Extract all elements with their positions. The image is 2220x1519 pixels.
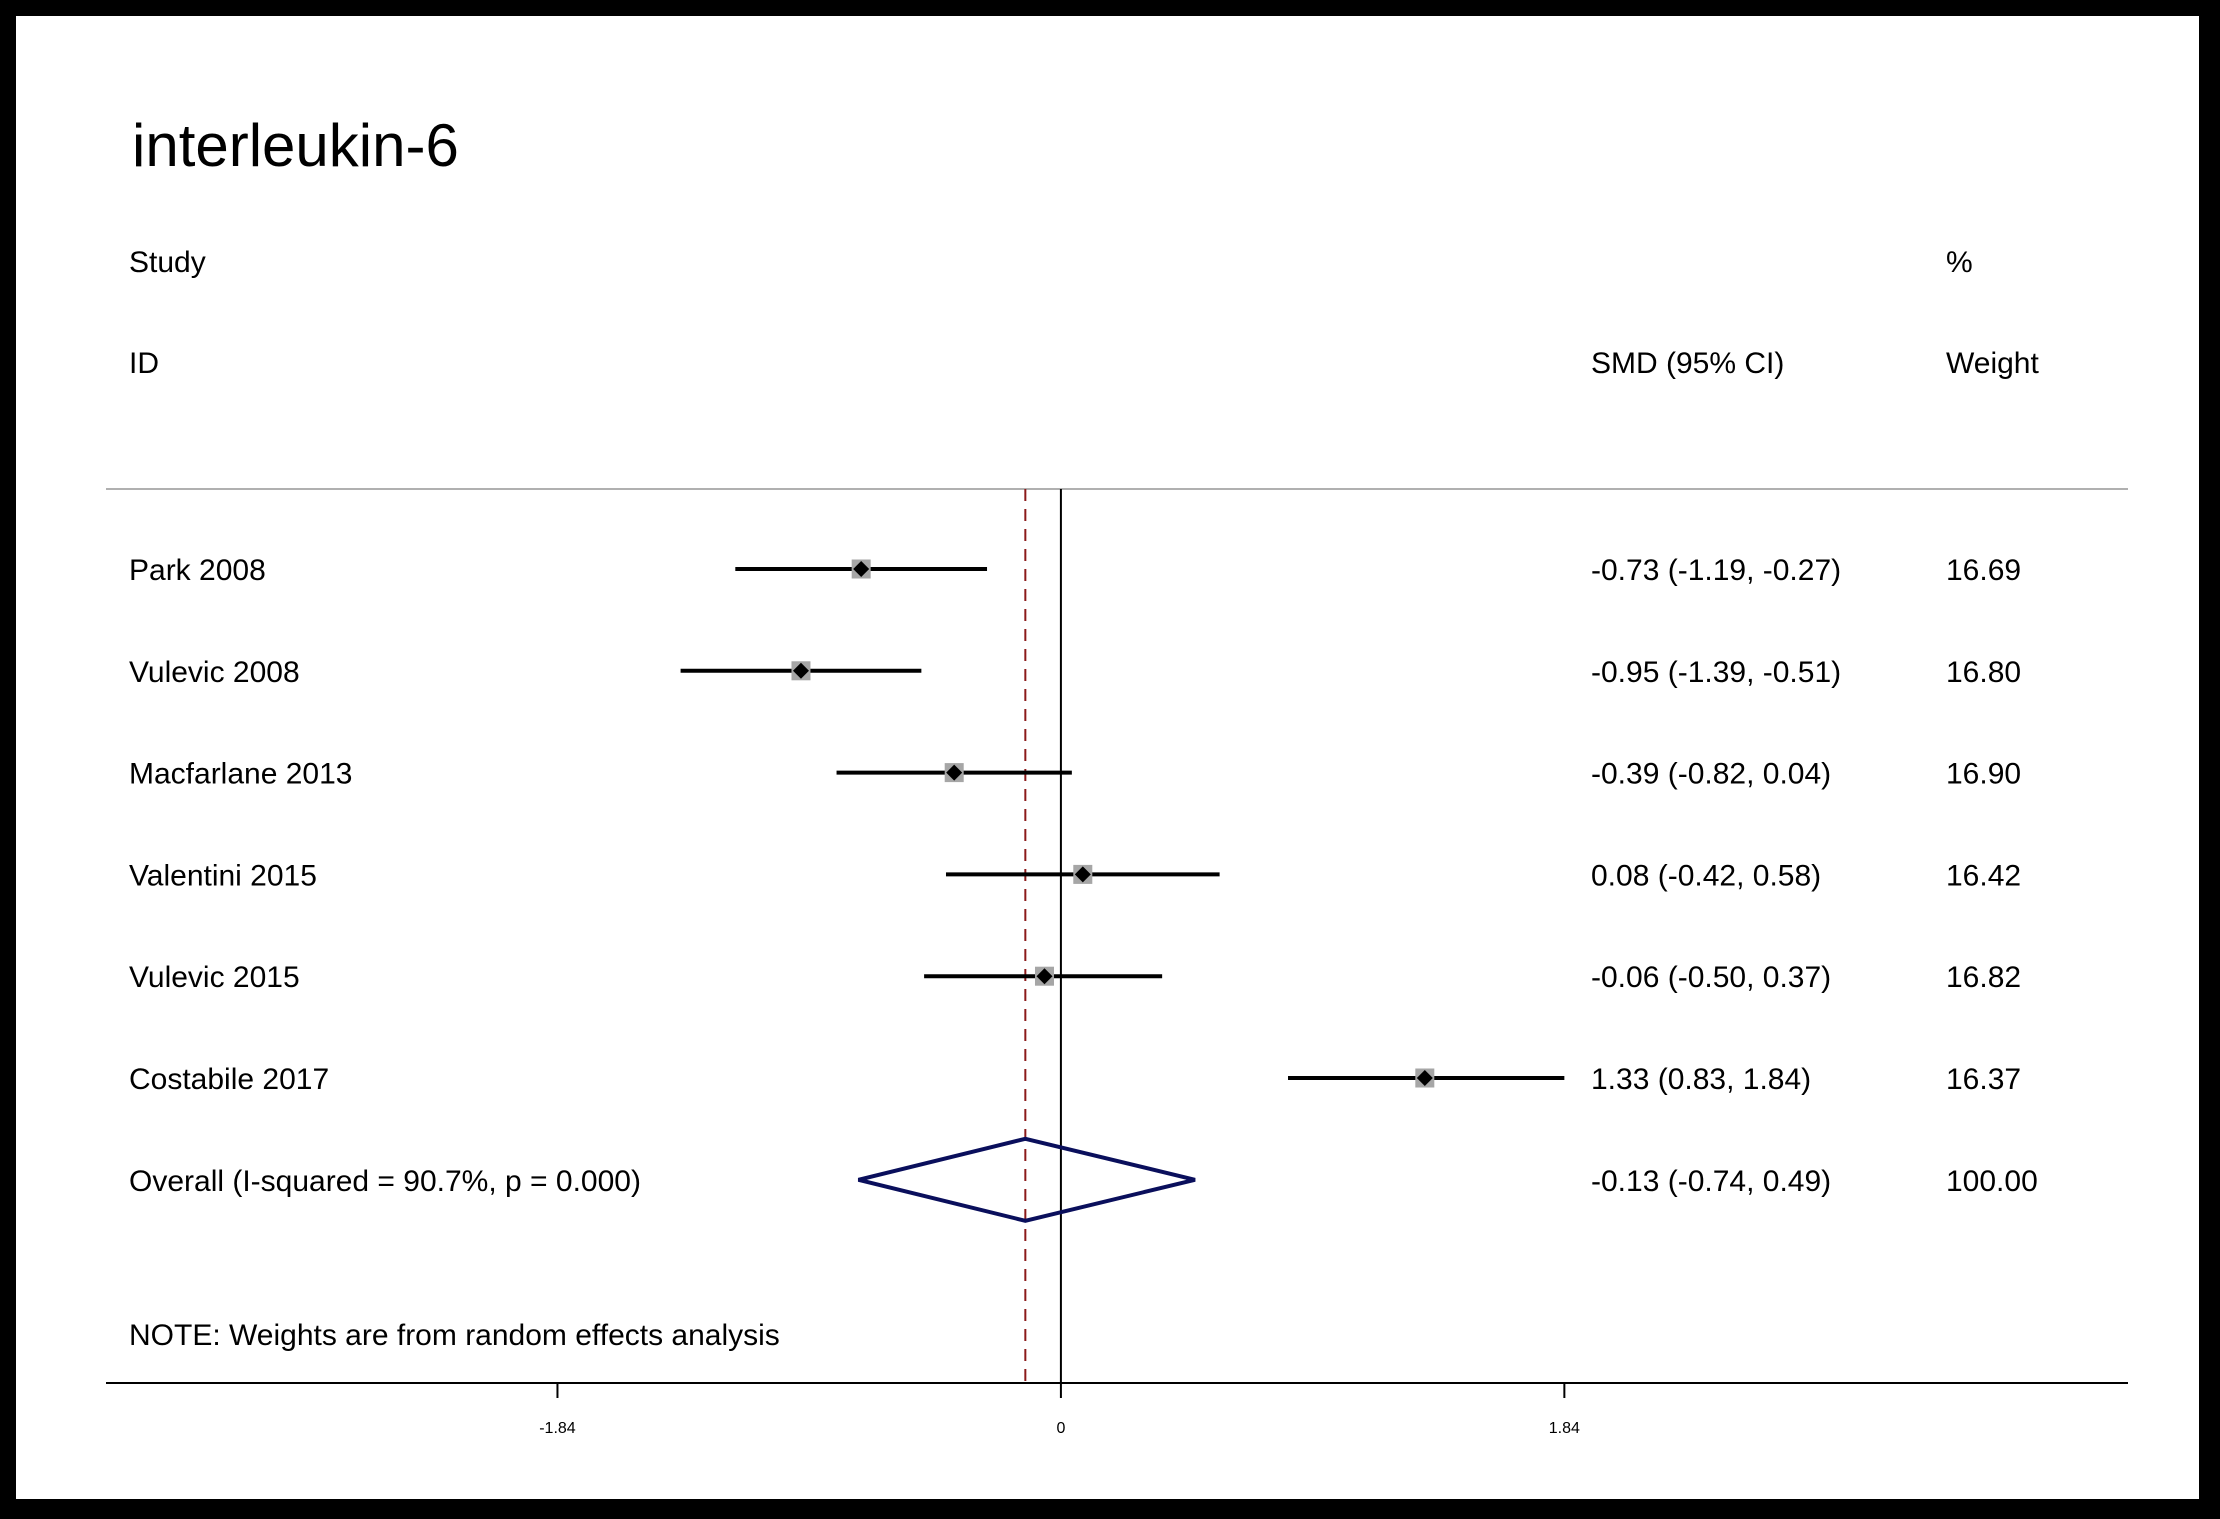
weight-text: 16.69 (1946, 554, 2021, 587)
ci-text: 0.08 (-0.42, 0.58) (1591, 859, 1821, 892)
point-estimate (946, 764, 963, 781)
study-row: Vulevic 2015 -0.06 (-0.50, 0.37) 16.82 (129, 961, 2021, 994)
study-label: Valentini 2015 (129, 859, 317, 892)
weight-text: 16.37 (1946, 1063, 2021, 1096)
header-study: Study (129, 246, 206, 279)
study-row: Costabile 2017 1.33 (0.83, 1.84) 16.37 (129, 1063, 2021, 1096)
study-label: Vulevic 2008 (129, 656, 300, 689)
study-row: Vulevic 2008 -0.95 (-1.39, -0.51) 16.80 (129, 656, 2021, 689)
weight-text: 16.82 (1946, 961, 2021, 994)
weight-text: 16.90 (1946, 758, 2021, 791)
header-weight: Weight (1946, 347, 2039, 380)
x-tick-label: -1.84 (539, 1420, 576, 1437)
point-estimate (1074, 866, 1091, 883)
overall-weight-text: 100.00 (1946, 1165, 2038, 1198)
point-estimate (853, 561, 870, 577)
ci-text: 1.33 (0.83, 1.84) (1591, 1063, 1811, 1096)
overall-ci-text: -0.13 (-0.74, 0.49) (1591, 1165, 1831, 1198)
ci-text: -0.73 (-1.19, -0.27) (1591, 554, 1841, 587)
overall-label: Overall (I-squared = 90.7%, p = 0.000) (129, 1165, 641, 1198)
footnote: NOTE: Weights are from random effects an… (129, 1319, 780, 1352)
forest-plot-panel: interleukin-6 Study ID SMD (95% CI) % We… (16, 16, 2199, 1499)
weight-text: 16.80 (1946, 656, 2021, 689)
plot-marks: Park 2008 -0.73 (-1.19, -0.27) 16.69 Vulevi… (129, 489, 2038, 1383)
ci-text: -0.95 (-1.39, -0.51) (1591, 656, 1841, 689)
ci-text: -0.39 (-0.82, 0.04) (1591, 758, 1831, 791)
overall-row: Overall (I-squared = 90.7%, p = 0.000) -0… (129, 1136, 2038, 1223)
weight-text: 16.42 (1946, 859, 2021, 892)
study-row: Valentini 2015 0.08 (-0.42, 0.58) 16.42 (129, 859, 2021, 892)
point-estimate (1416, 1070, 1433, 1086)
header-id: ID (129, 347, 159, 380)
x-tick-label: 1.84 (1549, 1420, 1580, 1437)
x-tick-label: 0 (1056, 1420, 1065, 1437)
study-row: Park 2008 -0.73 (-1.19, -0.27) 16.69 (129, 554, 2021, 587)
point-estimate (792, 662, 809, 679)
study-label: Macfarlane 2013 (129, 758, 352, 791)
chart-title: interleukin-6 (132, 112, 459, 179)
study-label: Vulevic 2015 (129, 961, 300, 994)
study-label: Costabile 2017 (129, 1063, 329, 1096)
overall-diamond (857, 1136, 1196, 1223)
header-weight-pct: % (1946, 246, 1973, 279)
x-axis-ticks: -1.84 0 1.84 (539, 1383, 1580, 1437)
ci-text: -0.06 (-0.50, 0.37) (1591, 961, 1831, 994)
header-smd: SMD (95% CI) (1591, 347, 1784, 380)
study-row: Macfarlane 2013 -0.39 (-0.82, 0.04) 16.90 (129, 758, 2021, 791)
study-label: Park 2008 (129, 554, 266, 587)
point-estimate (1036, 968, 1053, 985)
forest-plot: interleukin-6 Study ID SMD (95% CI) % We… (106, 112, 2128, 1437)
